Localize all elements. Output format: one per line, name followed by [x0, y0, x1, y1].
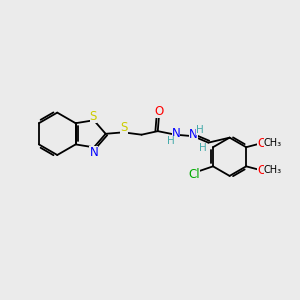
Text: O: O [257, 164, 267, 177]
Text: Cl: Cl [188, 168, 200, 181]
Text: N: N [172, 127, 180, 140]
Text: N: N [89, 146, 98, 159]
Text: H: H [167, 136, 175, 146]
Text: S: S [90, 110, 97, 123]
Text: CH₃: CH₃ [264, 138, 282, 148]
Text: N: N [189, 128, 198, 141]
Text: O: O [257, 136, 267, 150]
Text: O: O [154, 105, 164, 118]
Text: H: H [196, 125, 203, 135]
Text: CH₃: CH₃ [264, 166, 282, 176]
Text: S: S [120, 121, 128, 134]
Text: H: H [199, 142, 207, 153]
